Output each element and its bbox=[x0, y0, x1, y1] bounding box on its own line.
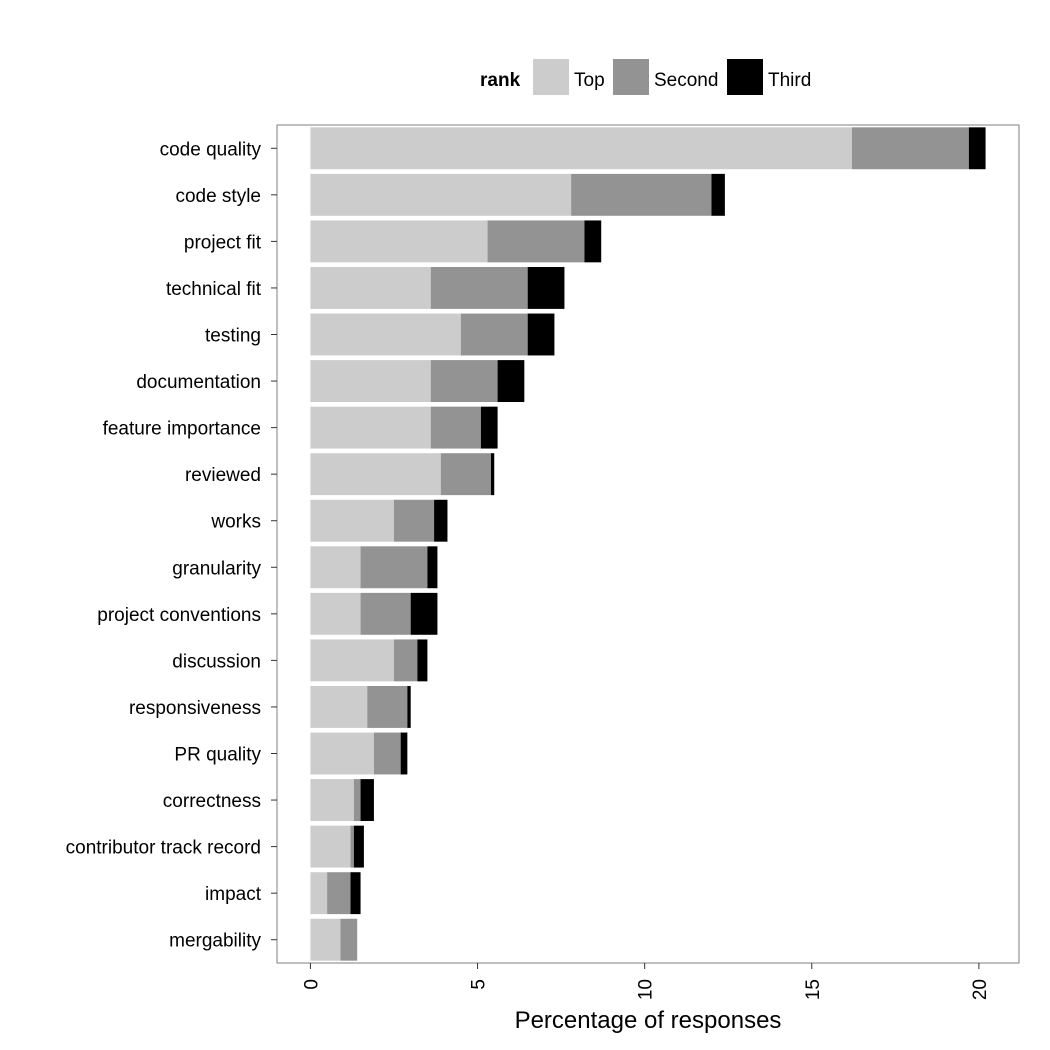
bar-segment-second bbox=[393, 639, 418, 682]
bar-segment-second bbox=[367, 685, 408, 728]
bar-segment-top bbox=[310, 360, 431, 403]
category-label: discussion bbox=[172, 651, 261, 672]
bar-segment-second bbox=[440, 453, 491, 496]
bars-group bbox=[310, 127, 986, 961]
category-label: impact bbox=[205, 884, 262, 905]
bar-segment-second bbox=[430, 266, 528, 309]
category-label: code quality bbox=[160, 139, 262, 160]
category-label: PR quality bbox=[174, 745, 261, 766]
bar-segment-second bbox=[327, 872, 351, 915]
bar-segment-top bbox=[310, 220, 488, 263]
bar-segment-second bbox=[430, 406, 481, 449]
bar-segment-third bbox=[400, 732, 408, 775]
bar-segment-second bbox=[340, 918, 358, 961]
bar-segment-top bbox=[310, 406, 431, 449]
bar-segment-second bbox=[460, 313, 528, 356]
category-label: documentation bbox=[136, 372, 261, 393]
bar-segment-second bbox=[851, 127, 969, 170]
bar-segment-top bbox=[310, 313, 461, 356]
legend-label-top: Top bbox=[574, 70, 605, 91]
category-label: technical fit bbox=[166, 279, 262, 300]
bar-segment-top bbox=[310, 173, 572, 216]
category-label: correctness bbox=[163, 791, 261, 812]
panel-border bbox=[276, 124, 1020, 964]
category-label: project conventions bbox=[97, 605, 261, 626]
bar-segment-third bbox=[407, 685, 411, 728]
bar-segment-third bbox=[711, 173, 725, 216]
bar-segment-second bbox=[360, 592, 411, 635]
bar-segment-top bbox=[310, 825, 351, 868]
bar-segment-third bbox=[584, 220, 602, 263]
category-label: granularity bbox=[172, 558, 261, 579]
bar-segment-third bbox=[353, 825, 364, 868]
bar-segment-top bbox=[310, 127, 852, 170]
bar-segment-third bbox=[350, 872, 361, 915]
bar-segment-top bbox=[310, 546, 361, 589]
legend-label-third: Third bbox=[768, 70, 811, 91]
bar-segment-top bbox=[310, 499, 394, 542]
legend: rank Top Second Third bbox=[480, 59, 811, 95]
category-label: contributor track record bbox=[66, 838, 261, 859]
x-tick-label: 0 bbox=[301, 979, 322, 990]
bar-segment-third bbox=[417, 639, 428, 682]
bar-segment-top bbox=[310, 592, 361, 635]
bar-segment-top bbox=[310, 918, 341, 961]
category-label: code style bbox=[175, 186, 261, 207]
category-label: reviewed bbox=[185, 465, 261, 486]
bar-segment-second bbox=[350, 825, 354, 868]
bar-segment-second bbox=[571, 173, 712, 216]
bar-segment-second bbox=[487, 220, 585, 263]
bar-segment-third bbox=[480, 406, 498, 449]
bar-segment-second bbox=[360, 546, 428, 589]
bar-segment-top bbox=[310, 685, 368, 728]
x-tick-label: 20 bbox=[970, 979, 991, 1000]
x-tick-label: 10 bbox=[636, 979, 657, 1000]
value-axis: 0 5 10 15 20 bbox=[301, 963, 991, 1000]
legend-key-second bbox=[613, 59, 649, 95]
category-label: project fit bbox=[184, 232, 262, 253]
category-label: mergability bbox=[169, 931, 261, 952]
category-axis: code quality code style project fit technic… bbox=[66, 139, 277, 952]
bar-segment-top bbox=[310, 453, 441, 496]
bar-segment-third bbox=[360, 779, 374, 822]
bar-segment-top bbox=[310, 732, 374, 775]
category-label: works bbox=[210, 512, 261, 533]
bar-segment-second bbox=[393, 499, 435, 542]
legend-key-third bbox=[727, 59, 763, 95]
category-label: feature importance bbox=[103, 419, 261, 440]
bar-segment-second bbox=[373, 732, 401, 775]
bar-segment-second bbox=[353, 779, 361, 822]
bar-segment-third bbox=[490, 453, 495, 496]
bar-segment-third bbox=[497, 360, 525, 403]
category-label: responsiveness bbox=[129, 698, 261, 719]
legend-label-second: Second bbox=[654, 70, 718, 91]
bar-segment-top bbox=[310, 266, 431, 309]
bar-segment-third bbox=[527, 313, 555, 356]
bar-segment-top bbox=[310, 872, 328, 915]
x-axis-title: Percentage of responses bbox=[515, 1007, 782, 1034]
x-tick-label: 5 bbox=[469, 979, 490, 990]
bar-segment-third bbox=[968, 127, 986, 170]
bar-segment-top bbox=[310, 779, 354, 822]
category-label: testing bbox=[205, 326, 261, 347]
legend-title: rank bbox=[480, 70, 521, 91]
x-tick-label: 15 bbox=[803, 979, 824, 1000]
bar-segment-third bbox=[434, 499, 448, 542]
bar-segment-top bbox=[310, 639, 394, 682]
legend-key-top bbox=[533, 59, 569, 95]
bar-segment-third bbox=[427, 546, 438, 589]
bar-segment-second bbox=[430, 360, 498, 403]
bar-segment-third bbox=[410, 592, 438, 635]
bar-segment-third bbox=[527, 266, 565, 309]
